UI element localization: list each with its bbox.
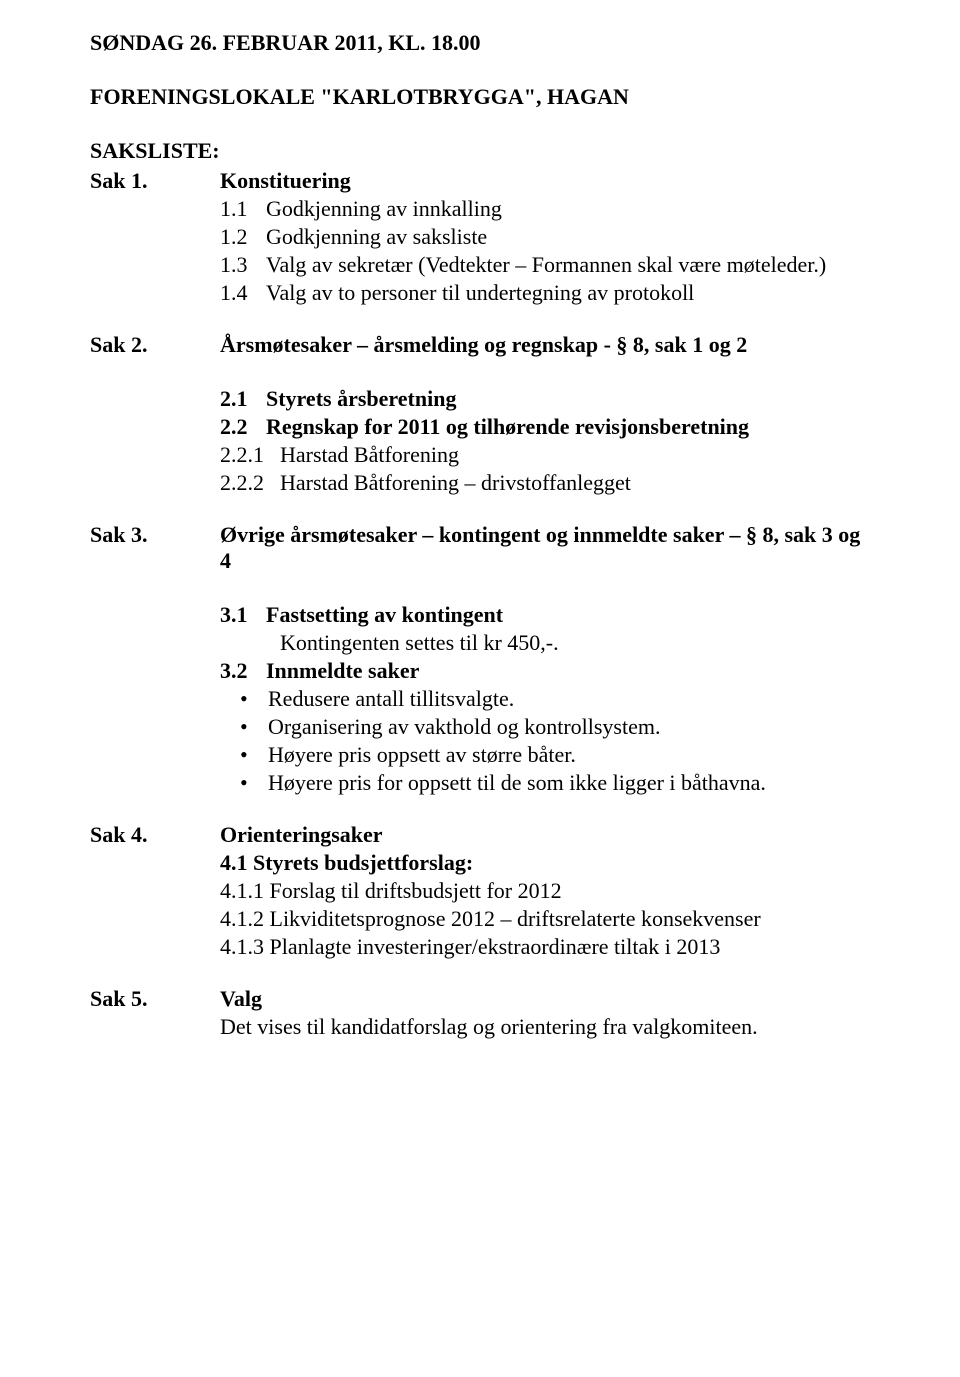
document-title: SØNDAG 26. FEBRUAR 2011, KL. 18.00 [90, 30, 870, 56]
sak-4-line: 4.1.1 Forslag til driftsbudsjett for 201… [220, 878, 870, 904]
item-num: 2.1 [220, 386, 266, 412]
list-item: 2.2.1 Harstad Båtforening [220, 442, 870, 468]
list-item: 1.4 Valg av to personer til undertegning… [220, 280, 870, 306]
item-num: 1.4 [220, 280, 266, 306]
item-num: 1.1 [220, 196, 266, 222]
sak-5-block: Sak 5. Valg Det vises til kandidatforsla… [90, 986, 870, 1042]
sak-3-block: Sak 3. Øvrige årsmøtesaker – kontingent … [90, 522, 870, 798]
sak-4-block: Sak 4. Orienteringsaker 4.1 Styrets buds… [90, 822, 870, 962]
item-text: Harstad Båtforening – drivstoffanlegget [280, 470, 870, 496]
sak-2-label: Sak 2. [90, 332, 220, 360]
sak-1-title: Konstituering [220, 168, 870, 194]
saksliste-heading: SAKSLISTE: [90, 138, 870, 164]
item-text: Godkjenning av saksliste [266, 224, 870, 250]
sak-3-label: Sak 3. [90, 522, 220, 576]
item-text: Harstad Båtforening [280, 442, 870, 468]
sak-4-line: 4.1.2 Likviditetsprognose 2012 – driftsr… [220, 906, 870, 932]
list-item: 1.1 Godkjenning av innkalling [220, 196, 870, 222]
sak-4-title: Orienteringsaker [220, 822, 870, 848]
sak-1-label: Sak 1. [90, 168, 220, 308]
sak-3-1: 3.1 Fastsetting av kontingent [220, 602, 870, 628]
bullet-item: Høyere pris oppsett av større båter. [240, 742, 870, 768]
list-item: 2.2.2 Harstad Båtforening – drivstoffanl… [220, 470, 870, 496]
item-num: 3.2 [220, 658, 266, 684]
item-text: Styrets årsberetning [266, 386, 870, 412]
sak-1-block: Sak 1. Konstituering 1.1 Godkjenning av … [90, 168, 870, 308]
sak-5-detail: Det vises til kandidatforslag og oriente… [220, 1014, 870, 1040]
sak-3-1-detail: Kontingenten settes til kr 450,-. [220, 630, 870, 656]
item-num: 2.2.2 [220, 470, 280, 496]
list-item: 2.1 Styrets årsberetning [220, 386, 870, 412]
bullet-item: Redusere antall tillitsvalgte. [240, 686, 870, 712]
sak-4-label: Sak 4. [90, 822, 220, 962]
sak-5-label: Sak 5. [90, 986, 220, 1042]
item-num: 1.2 [220, 224, 266, 250]
item-text: Valg av to personer til undertegning av … [266, 280, 870, 306]
list-item: 2.2 Regnskap for 2011 og tilhørende revi… [220, 414, 870, 440]
venue-line: FORENINGSLOKALE "KARLOTBRYGGA", HAGAN [90, 84, 870, 110]
item-num: 2.2.1 [220, 442, 280, 468]
list-item: 1.3 Valg av sekretær (Vedtekter – Forman… [220, 252, 870, 278]
sak-2-title: Årsmøtesaker – årsmelding og regnskap - … [220, 332, 870, 358]
sak-2-block: Sak 2. Årsmøtesaker – årsmelding og regn… [90, 332, 870, 498]
item-num: 2.2 [220, 414, 266, 440]
item-text: Innmeldte saker [266, 658, 870, 684]
bullet-item: Høyere pris for oppsett til de som ikke … [240, 770, 870, 796]
sak-1-items: 1.1 Godkjenning av innkalling 1.2 Godkje… [220, 196, 870, 306]
item-text: Fastsetting av kontingent [266, 602, 870, 628]
item-text: Valg av sekretær (Vedtekter – Formannen … [266, 252, 870, 278]
sak-5-title: Valg [220, 986, 870, 1012]
item-num: 1.3 [220, 252, 266, 278]
sak-3-bullets: Redusere antall tillitsvalgte. Organiser… [220, 686, 870, 796]
sak-3-title: Øvrige årsmøtesaker – kontingent og innm… [220, 522, 870, 574]
sak-3-2: 3.2 Innmeldte saker [220, 658, 870, 684]
sak-2-items: 2.1 Styrets årsberetning 2.2 Regnskap fo… [220, 386, 870, 496]
item-text: Godkjenning av innkalling [266, 196, 870, 222]
sak-4-1: 4.1 Styrets budsjettforslag: [220, 850, 870, 876]
list-item: 1.2 Godkjenning av saksliste [220, 224, 870, 250]
item-num: 3.1 [220, 602, 266, 628]
item-text: Regnskap for 2011 og tilhørende revisjon… [266, 414, 870, 440]
bullet-item: Organisering av vakthold og kontrollsyst… [240, 714, 870, 740]
sak-4-line: 4.1.3 Planlagte investeringer/ekstraordi… [220, 934, 870, 960]
